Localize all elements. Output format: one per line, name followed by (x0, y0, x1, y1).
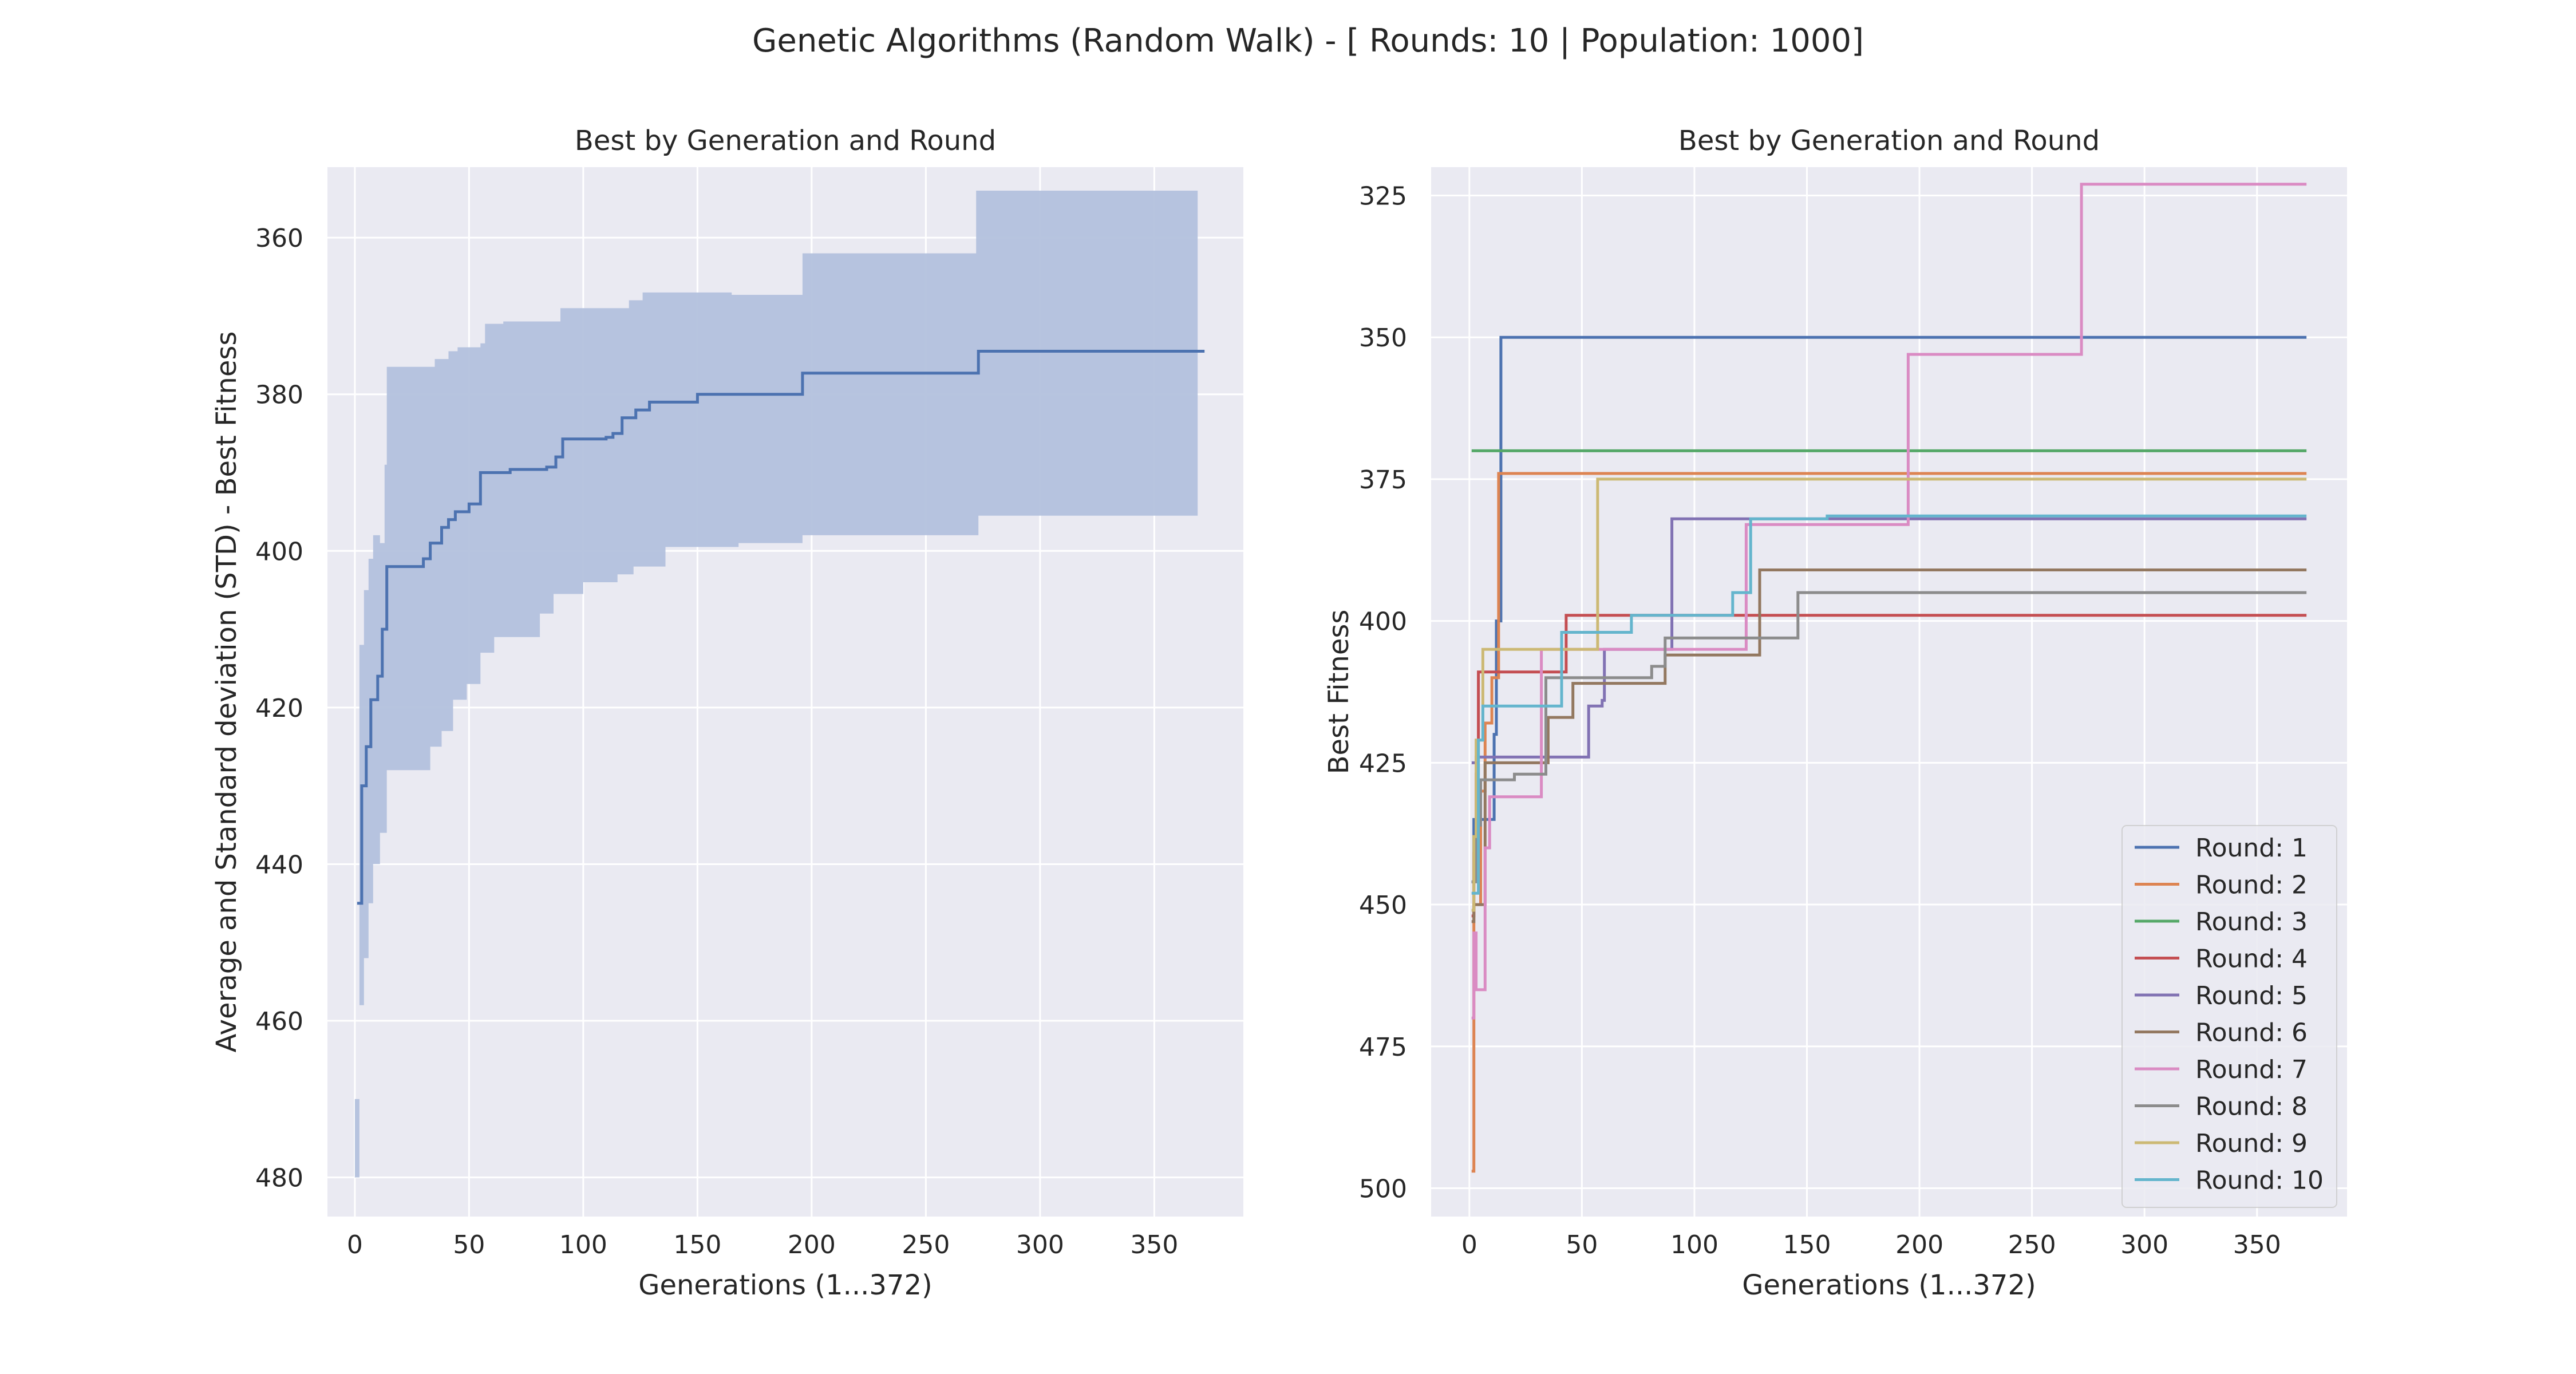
legend-label: Round: 7 (2195, 1055, 2308, 1084)
y-tick-labels: 325 350 375 400 425 450 475 500 (1359, 182, 1407, 1204)
x-tick-label: 250 (902, 1230, 950, 1260)
x-tick-label: 150 (1783, 1230, 1831, 1260)
left-panel: 0 50 100 150 200 250 300 350 360 380 400 420 440 460… (211, 125, 1243, 1301)
y-tick-label: 350 (1359, 323, 1407, 353)
y-tick-labels: 360 380 400 420 440 460 480 (255, 224, 303, 1193)
legend-label: Round: 6 (2195, 1018, 2308, 1048)
x-tick-label: 100 (559, 1230, 607, 1260)
series-line-round-8 (1471, 591, 2307, 883)
right-panel: 0 50 100 150 200 250 300 350 325 350 375 400 425 450… (1323, 125, 2347, 1301)
x-tick-label: 100 (1670, 1230, 1718, 1260)
series-line-round-6 (1471, 568, 2307, 923)
y-tick-label: 460 (255, 1007, 303, 1036)
x-tick-label: 50 (1566, 1230, 1598, 1260)
series-line-round-10 (1471, 514, 2307, 895)
y-tick-label: 450 (1359, 891, 1407, 920)
x-tick-label: 0 (347, 1230, 363, 1260)
legend-label: Round: 3 (2195, 907, 2308, 937)
figure-suptitle: Genetic Algorithms (Random Walk) - [ Rou… (752, 22, 1864, 60)
x-tick-label: 200 (788, 1230, 836, 1260)
x-tick-label: 300 (1016, 1230, 1064, 1260)
legend-label: Round: 2 (2195, 871, 2308, 900)
legend-label: Round: 8 (2195, 1092, 2308, 1122)
legend-label: Round: 9 (2195, 1129, 2308, 1158)
x-tick-label: 200 (1895, 1230, 1943, 1260)
y-tick-label: 400 (1359, 607, 1407, 637)
x-tick-label: 150 (673, 1230, 721, 1260)
y-tick-label: 440 (255, 850, 303, 879)
panel-title: Best by Generation and Round (1678, 125, 2100, 157)
legend-label: Round: 1 (2195, 834, 2308, 863)
y-tick-label: 480 (255, 1164, 303, 1193)
x-tick-label: 50 (453, 1230, 485, 1260)
x-tick-label: 250 (2008, 1230, 2056, 1260)
mean-line (357, 350, 1205, 905)
plot-area (1471, 183, 2307, 1173)
y-tick-label: 500 (1359, 1174, 1407, 1203)
grid-lines (1431, 167, 2347, 1217)
y-tick-label: 375 (1359, 465, 1407, 495)
y-tick-label: 380 (255, 381, 303, 410)
plot-area (354, 191, 1205, 1178)
x-tick-label: 350 (1130, 1230, 1178, 1260)
legend: Round: 1 Round: 2 Round: 3 Round: 4 Round: 5… (2121, 825, 2337, 1208)
y-tick-label: 420 (255, 694, 303, 723)
legend-label: Round: 5 (2195, 981, 2308, 1010)
x-tick-label: 350 (2233, 1230, 2281, 1260)
y-tick-label: 325 (1359, 182, 1407, 211)
legend-label: Round: 10 (2195, 1166, 2324, 1195)
x-axis-label: Generations (1...372) (638, 1269, 932, 1301)
x-axis-label: Generations (1...372) (1742, 1269, 2036, 1301)
x-tick-labels: 0 50 100 150 200 250 300 350 (1461, 1230, 2281, 1260)
std-band (354, 191, 1198, 1178)
y-tick-label: 475 (1359, 1033, 1407, 1062)
y-axis-label: Best Fitness (1323, 610, 1355, 775)
legend-label: Round: 4 (2195, 945, 2308, 974)
x-tick-label: 300 (2120, 1230, 2168, 1260)
y-tick-label: 400 (255, 537, 303, 566)
x-tick-labels: 0 50 100 150 200 250 300 350 (347, 1230, 1179, 1260)
panel-title: Best by Generation and Round (575, 125, 996, 157)
series-line-round-7 (1471, 183, 2307, 1020)
x-tick-label: 0 (1461, 1230, 1477, 1260)
y-axis-label: Average and Standard deviation (STD) - B… (211, 331, 243, 1053)
y-tick-label: 425 (1359, 749, 1407, 778)
y-tick-label: 360 (255, 224, 303, 253)
